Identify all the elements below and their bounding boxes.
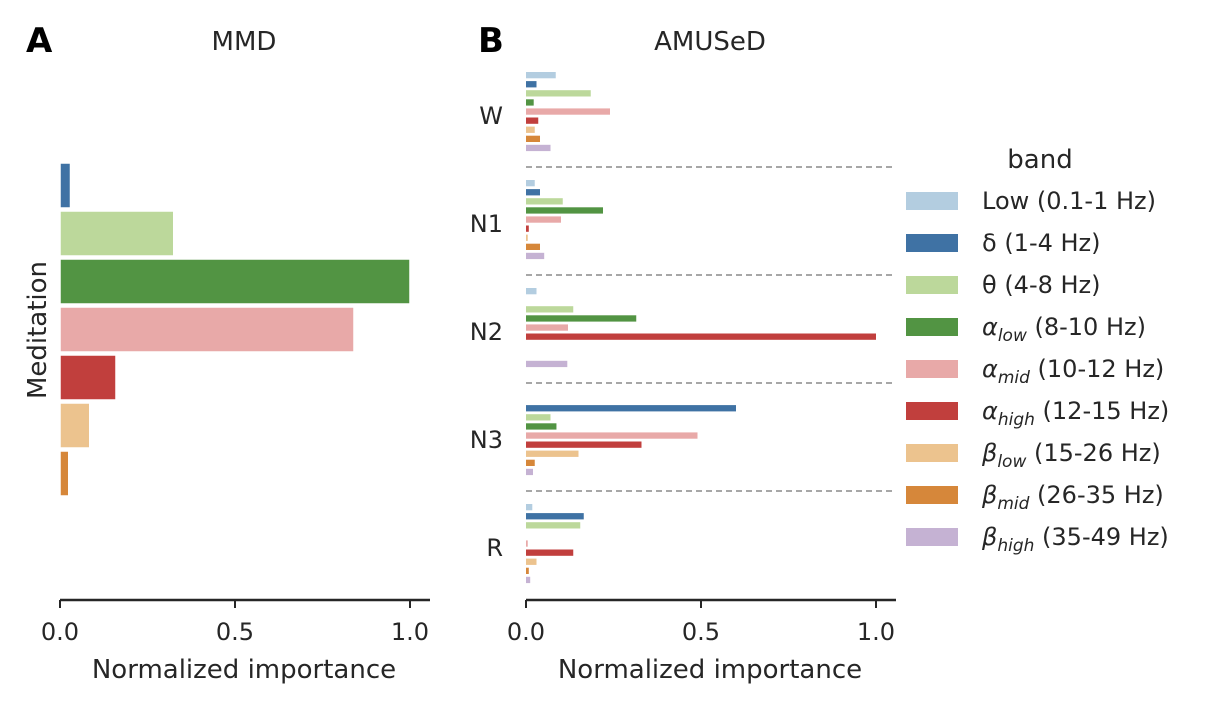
bar-b-r-high-12-15-hz bbox=[526, 549, 574, 556]
legend-label-low-15-26-hz: βlow (15-26 Hz) bbox=[981, 439, 1161, 472]
bar-b-n1-low-8-10-hz bbox=[526, 207, 603, 214]
panel-a-ylabel: Meditation bbox=[23, 261, 53, 399]
bar-a-high-12-15-hz bbox=[59, 354, 117, 401]
legend-entries: Low (0.1-1 Hz) δ (1-4 Hz) θ (4-8 Hz) αlow (… bbox=[906, 187, 1169, 556]
legend-label-high-35-49-hz: βhigh (35-49 Hz) bbox=[981, 523, 1169, 556]
bar-b-n1-low-0-1-1-hz bbox=[526, 180, 535, 187]
bar-b-n2-low-8-10-hz bbox=[526, 315, 637, 322]
panel-letter-b: B bbox=[478, 21, 504, 61]
legend-swatch-low-0-1-1-hz bbox=[906, 192, 958, 210]
bar-b-w-1-4-hz bbox=[526, 81, 537, 88]
panel-b: B AMUSeD Normalized importance WN1N2N3R … bbox=[470, 21, 896, 685]
panel-b-x-axis-tick-label: 0.0 bbox=[507, 618, 545, 646]
panel-b-x-axis-tick-label: 1.0 bbox=[857, 618, 895, 646]
bar-b-n2-high-35-49-hz bbox=[526, 360, 568, 368]
legend-label-mid-10-12-hz: αmid (10-12 Hz) bbox=[982, 355, 1164, 388]
bar-b-w-high-12-15-hz bbox=[526, 117, 539, 124]
bar-b-w-mid-10-12-hz bbox=[526, 108, 610, 115]
panel-a-bars bbox=[59, 162, 411, 497]
bar-b-r-mid-26-35-hz bbox=[526, 567, 529, 574]
bar-a-mid-26-35-hz bbox=[59, 450, 70, 497]
category-label-n3: N3 bbox=[470, 426, 503, 454]
legend-swatch-low-15-26-hz bbox=[906, 444, 958, 462]
bar-b-n2-4-8-hz bbox=[526, 306, 574, 313]
bar-b-n3-mid-26-35-hz bbox=[526, 459, 535, 466]
bar-a-4-8-hz bbox=[59, 210, 175, 257]
legend-swatch-high-12-15-hz bbox=[906, 402, 958, 420]
bar-b-n3-4-8-hz bbox=[526, 414, 551, 421]
bar-b-n1-high-12-15-hz bbox=[526, 225, 529, 232]
legend-swatch-4-8-hz bbox=[906, 276, 958, 294]
panel-a: A MMD Meditation Normalized importance 0… bbox=[23, 21, 430, 685]
legend-swatch-low-8-10-hz bbox=[906, 318, 958, 336]
panel-b-title: AMUSeD bbox=[654, 27, 766, 57]
bar-b-n1-high-35-49-hz bbox=[526, 252, 545, 260]
panel-a-x-axis-tick-label: 0.0 bbox=[41, 618, 79, 646]
legend-swatch-mid-10-12-hz bbox=[906, 360, 958, 378]
bar-b-n3-low-8-10-hz bbox=[526, 423, 557, 430]
bar-b-n3-high-35-49-hz bbox=[526, 468, 533, 476]
panel-letter-a: A bbox=[26, 21, 53, 61]
bar-b-r-1-4-hz bbox=[526, 513, 584, 520]
panel-a-title: MMD bbox=[212, 27, 277, 57]
legend-label-low-0-1-1-hz: Low (0.1-1 Hz) bbox=[982, 187, 1156, 215]
legend-label-high-12-15-hz: αhigh (12-15 Hz) bbox=[982, 397, 1169, 430]
bar-b-n3-high-12-15-hz bbox=[526, 441, 642, 448]
legend-title: band bbox=[1007, 145, 1072, 175]
category-label-n1: N1 bbox=[470, 210, 503, 238]
bar-a-mid-10-12-hz bbox=[59, 306, 355, 353]
legend-swatch-high-35-49-hz bbox=[906, 528, 958, 546]
panel-b-category-labels: W N1 N2 N3 R bbox=[470, 102, 503, 562]
legend-label-1-4-hz: δ (1-4 Hz) bbox=[982, 229, 1101, 257]
bar-b-n2-low-0-1-1-hz bbox=[526, 288, 537, 295]
bar-b-w-low-15-26-hz bbox=[526, 126, 535, 133]
panel-b-separators bbox=[526, 166, 896, 492]
category-label-r: R bbox=[486, 534, 503, 562]
bar-b-r-mid-10-12-hz bbox=[526, 540, 528, 547]
bar-b-n3-1-4-hz bbox=[526, 405, 736, 412]
bar-b-n1-1-4-hz bbox=[526, 189, 540, 196]
bar-b-n1-4-8-hz bbox=[526, 198, 563, 205]
panel-a-x-axis-tick-label: 0.5 bbox=[216, 618, 254, 646]
bar-a-low-15-26-hz bbox=[59, 402, 91, 449]
legend-swatch-1-4-hz bbox=[906, 234, 958, 252]
bar-b-w-low-8-10-hz bbox=[526, 99, 534, 106]
bar-b-n1-low-15-26-hz bbox=[526, 234, 528, 241]
bar-b-n1-mid-26-35-hz bbox=[526, 243, 540, 250]
category-label-w: W bbox=[479, 102, 503, 130]
bar-b-r-high-35-49-hz bbox=[526, 576, 531, 584]
bar-b-r-4-8-hz bbox=[526, 522, 581, 529]
bar-b-n2-mid-10-12-hz bbox=[526, 324, 568, 331]
bar-a-1-4-hz bbox=[59, 162, 72, 209]
bar-b-w-high-35-49-hz bbox=[526, 144, 551, 152]
bar-b-w-mid-26-35-hz bbox=[526, 135, 540, 142]
bar-b-w-low-0-1-1-hz bbox=[526, 72, 556, 79]
legend: band Low (0.1-1 Hz) δ (1-4 Hz) θ (4-8 Hz) α… bbox=[906, 145, 1169, 556]
legend-label-low-8-10-hz: αlow (8-10 Hz) bbox=[982, 313, 1146, 346]
legend-swatch-mid-26-35-hz bbox=[906, 486, 958, 504]
bar-b-n3-low-15-26-hz bbox=[526, 450, 579, 457]
bar-b-r-low-0-1-1-hz bbox=[526, 504, 533, 511]
panel-a-x-axis: 0.0 0.5 1.0 bbox=[41, 598, 430, 646]
bar-a-low-8-10-hz bbox=[59, 258, 411, 305]
panel-b-x-axis: 0.0 0.5 1.0 bbox=[507, 598, 896, 646]
panel-b-x-axis-tick-label: 0.5 bbox=[682, 618, 720, 646]
panel-a-xlabel: Normalized importance bbox=[92, 655, 396, 685]
panel-b-bars bbox=[526, 72, 876, 584]
legend-label-4-8-hz: θ (4-8 Hz) bbox=[982, 271, 1101, 299]
panel-b-xlabel: Normalized importance bbox=[558, 655, 862, 685]
bar-b-n3-mid-10-12-hz bbox=[526, 432, 698, 439]
panel-a-x-axis-tick-label: 1.0 bbox=[391, 618, 429, 646]
bar-b-r-low-15-26-hz bbox=[526, 558, 537, 565]
legend-label-mid-26-35-hz: βmid (26-35 Hz) bbox=[981, 481, 1164, 514]
bar-b-n1-mid-10-12-hz bbox=[526, 216, 561, 223]
bar-b-w-4-8-hz bbox=[526, 90, 591, 97]
category-label-n2: N2 bbox=[470, 318, 503, 346]
bar-b-n2-high-12-15-hz bbox=[526, 333, 876, 340]
